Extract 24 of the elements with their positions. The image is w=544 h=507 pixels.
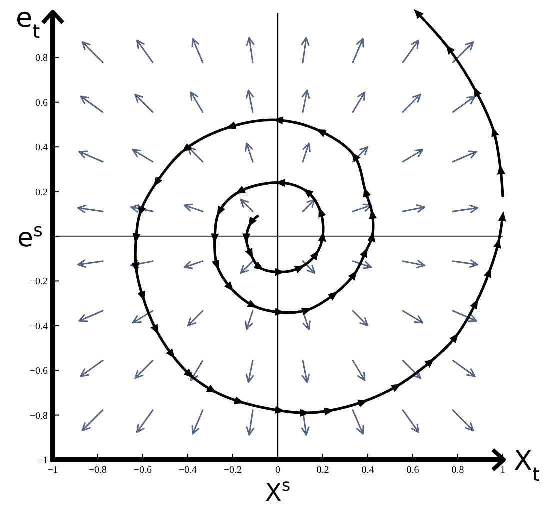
y-tick-label: −0.2: [30, 276, 48, 288]
x-axis-title: X$^{s}$: [265, 475, 291, 507]
x-tick-label: −0.6: [134, 465, 152, 476]
y-tick-label: −1: [37, 456, 48, 466]
text: e$_{t}$: [16, 3, 40, 43]
x-tick-label: −0.2: [224, 465, 242, 476]
y-tick-label: −0.4: [30, 321, 48, 332]
x-tick-label: 0.6: [406, 465, 420, 476]
y-axis-title: e$^{s}$: [18, 220, 43, 254]
y-tick-label: 0.4: [36, 142, 48, 154]
x-tick-label: 0.8: [452, 465, 464, 476]
x-tick-label: −0.8: [88, 465, 108, 476]
x-tick-label: 0: [276, 465, 280, 476]
x-tick-label: 0.4: [362, 465, 374, 476]
x-tick-label: 1: [500, 465, 506, 476]
text: X$_{t}$: [514, 446, 540, 486]
y-tick-label: −0.8: [30, 410, 48, 422]
x-tick-label: −1: [48, 465, 58, 476]
x-tick-label: −0.4: [178, 465, 198, 476]
y-tick-label: 0.2: [36, 187, 48, 198]
y-tick-label: 0.8: [36, 53, 48, 64]
x-tick-label: 0.2: [316, 465, 330, 476]
y-tick-label: −0.6: [30, 366, 48, 378]
y-tick-label: 0.6: [36, 98, 48, 109]
